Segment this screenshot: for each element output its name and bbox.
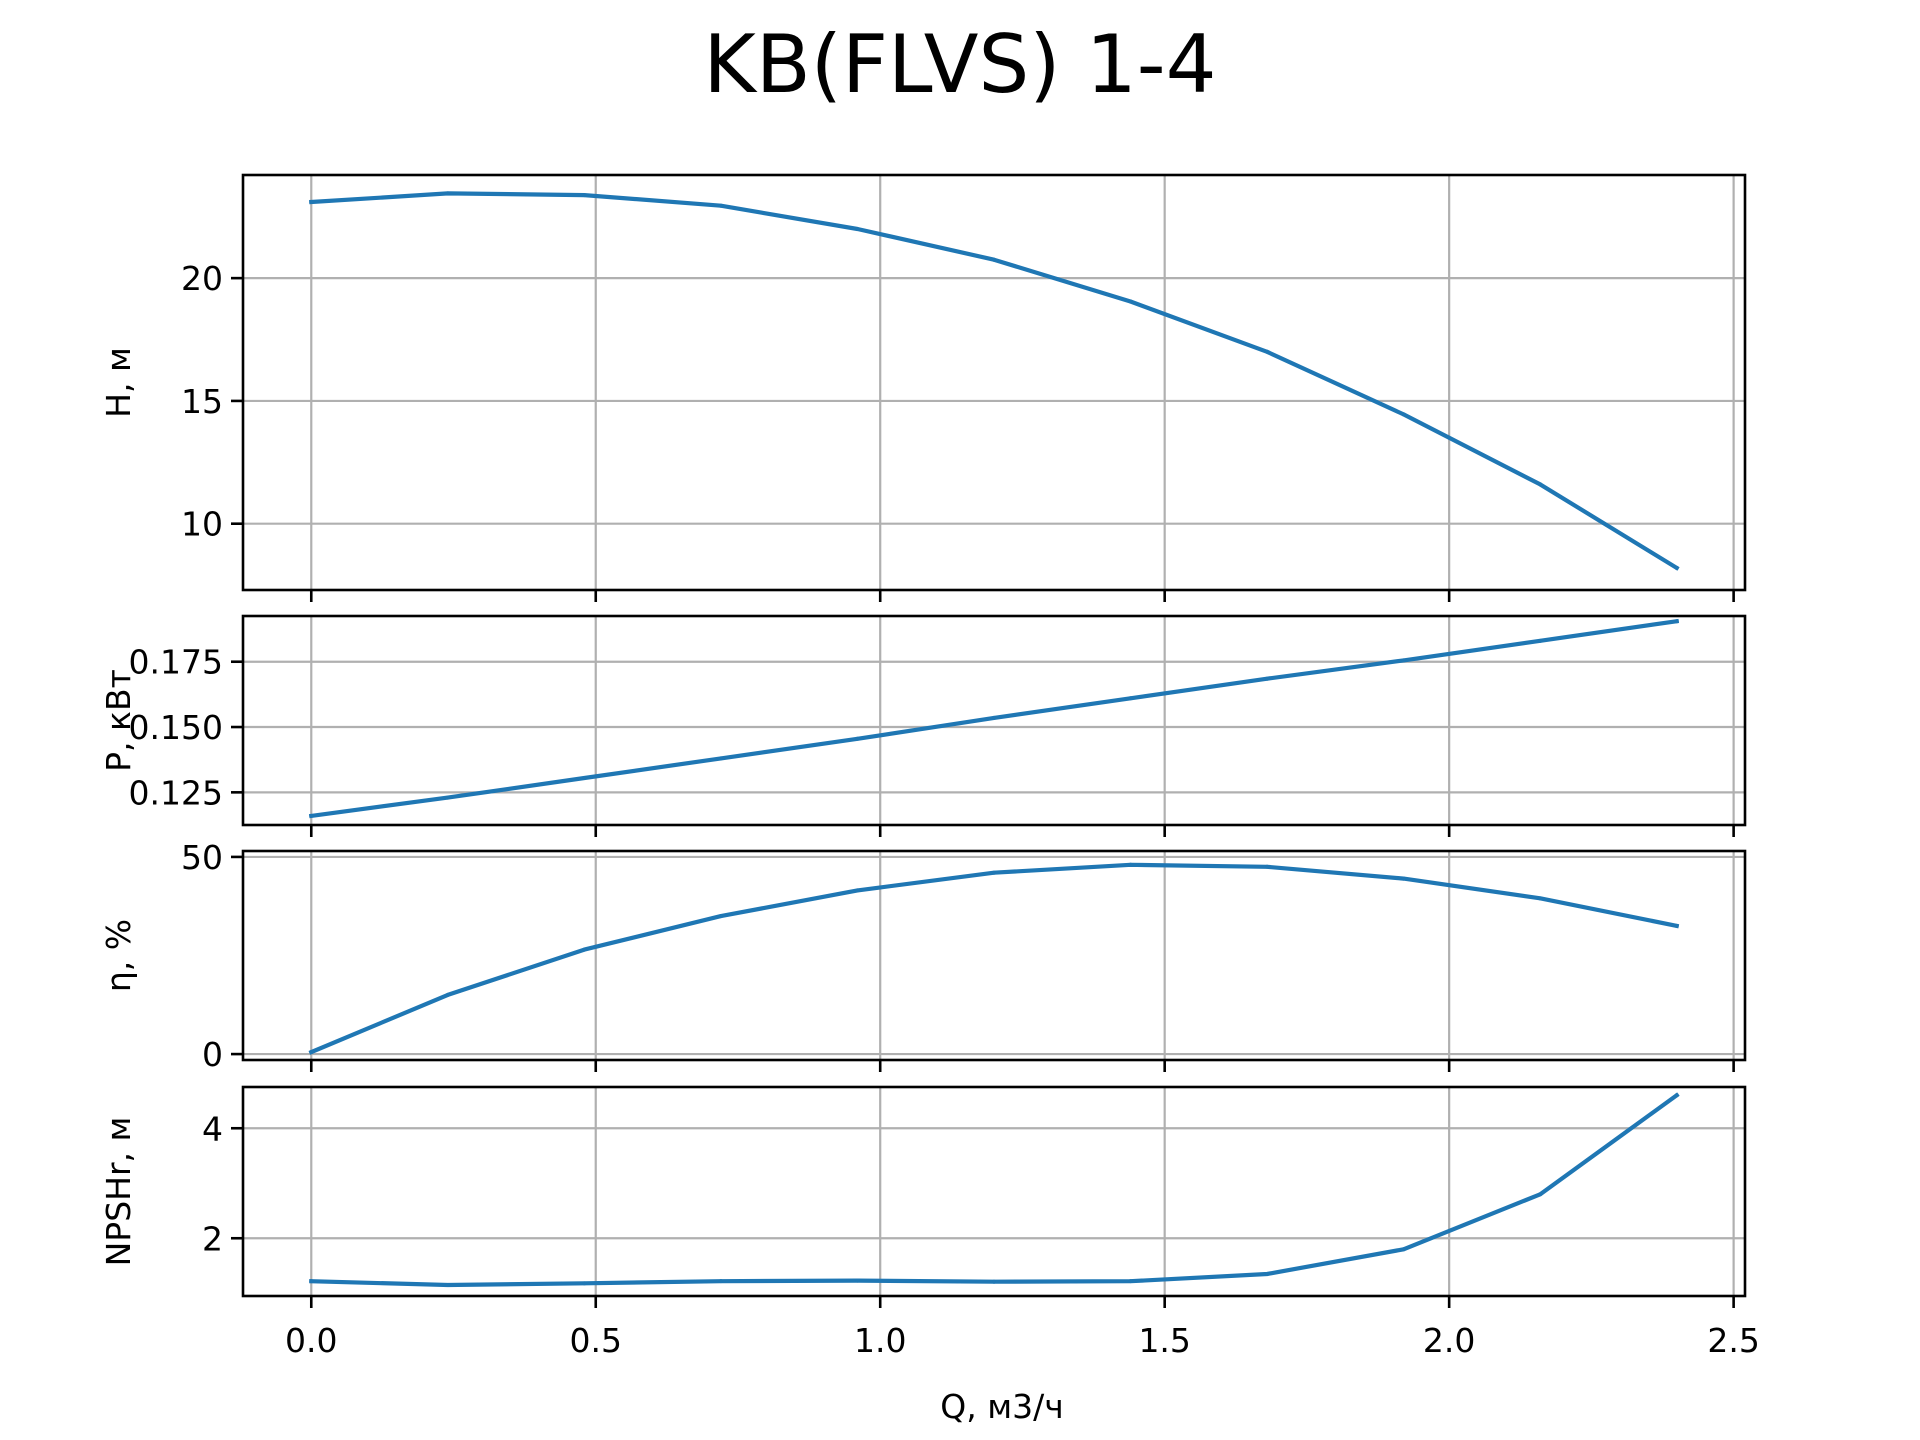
power-data-point (1128, 696, 1133, 701)
head-data-point (445, 191, 450, 196)
power-data-point (582, 775, 587, 780)
head-data-point (855, 227, 860, 232)
npshr-axes-frame (241, 1085, 1747, 1298)
head-y-tick-label: 20 (181, 259, 223, 298)
npshr-y-tick-label: 2 (202, 1219, 223, 1258)
efficiency-data-point (855, 888, 860, 893)
efficiency-data-point (445, 992, 450, 997)
head-y-tick-label: 10 (181, 505, 223, 544)
power-y-tick-label: 0.150 (129, 708, 223, 747)
power-data-point (1674, 619, 1679, 624)
efficiency-data-point (992, 870, 996, 875)
power-y-tick-label: 0.125 (129, 773, 223, 812)
npshr-data-point (855, 1278, 860, 1283)
power-data-point (1401, 658, 1406, 663)
power-data-point (855, 736, 860, 741)
power-axes-frame (241, 614, 1747, 827)
npshr-data-point (1401, 1247, 1406, 1252)
npshr-data-point (992, 1279, 996, 1284)
efficiency-y-tick-label: 0 (202, 1035, 223, 1074)
power-data-point (992, 715, 996, 720)
efficiency-data-point (582, 947, 587, 952)
head-data-point (718, 203, 723, 208)
efficiency-panel: 0 50 η, % (99, 838, 1747, 1074)
x-tick-label: 2.0 (1423, 1321, 1475, 1360)
head-data-point (309, 200, 314, 205)
npshr-data-point (1538, 1192, 1543, 1197)
head-data-point (992, 257, 996, 262)
efficiency-axes-frame (241, 849, 1747, 1062)
efficiency-data-point (718, 914, 723, 919)
efficiency-data-point (309, 1050, 314, 1055)
power-data-point (1265, 676, 1270, 681)
power-data-point (445, 795, 450, 800)
npshr-data-point (445, 1283, 450, 1287)
head-data-point (1674, 565, 1679, 570)
x-tick-label: 0.0 (285, 1321, 337, 1360)
head-panel: 10 15 20 H, м (99, 173, 1747, 602)
x-tick-label: 2.5 (1707, 1321, 1759, 1360)
efficiency-y-tick-label: 50 (181, 838, 223, 877)
head-data-point (1265, 349, 1270, 354)
head-data-point (1538, 482, 1543, 487)
efficiency-data-point (1128, 862, 1133, 867)
npshr-panel: 2 4 NPSHr, м (99, 1085, 1747, 1308)
efficiency-data-point (1538, 896, 1543, 901)
npshr-data-point (1674, 1093, 1679, 1098)
npshr-y-tick-label: 4 (202, 1109, 223, 1148)
npshr-data-point (582, 1281, 587, 1286)
npshr-data-point (718, 1279, 723, 1284)
x-tick-label: 1.5 (1138, 1321, 1190, 1360)
npshr-data-point (309, 1279, 314, 1284)
x-axis-label: Q, м3/ч (940, 1387, 1063, 1426)
npshr-y-axis-label: NPSHr, м (99, 1117, 138, 1267)
power-data-point (718, 756, 723, 761)
power-data-point (309, 813, 314, 818)
efficiency-y-axis-label: η, % (99, 919, 138, 992)
efficiency-data-point (1265, 864, 1270, 869)
power-data-point (1538, 638, 1543, 643)
efficiency-data-point (1674, 923, 1679, 928)
power-y-tick-label: 0.175 (129, 643, 223, 682)
npshr-data-point (1128, 1279, 1133, 1284)
head-axes-frame (241, 173, 1747, 592)
head-y-axis-label: H, м (99, 347, 138, 418)
efficiency-data-point (1401, 876, 1406, 881)
npshr-data-point (1265, 1272, 1270, 1276)
x-tick-label: 0.5 (570, 1321, 622, 1360)
head-data-point (1401, 412, 1406, 417)
x-tick-label: 1.0 (854, 1321, 906, 1360)
head-y-tick-label: 15 (181, 382, 223, 421)
head-data-point (1128, 299, 1133, 304)
chart-title: KB(FLVS) 1-4 (703, 18, 1216, 111)
power-y-axis-label: P, кВт (99, 669, 138, 772)
head-data-point (582, 193, 587, 198)
